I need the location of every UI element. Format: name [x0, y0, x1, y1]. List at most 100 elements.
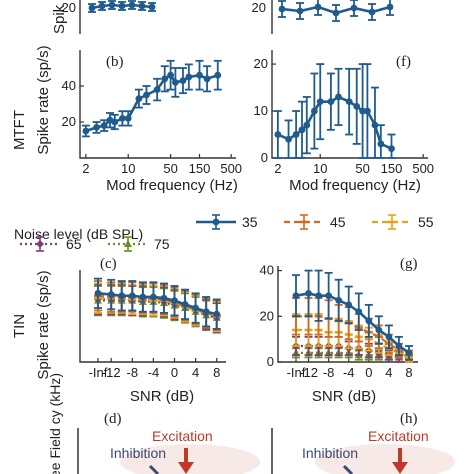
g-point-35	[395, 342, 403, 350]
diagram-d-excitation: Excitation	[152, 428, 213, 444]
b-point-35	[143, 91, 150, 99]
f-point-35	[363, 107, 371, 115]
b-point-35	[82, 127, 90, 135]
legend-marker-35	[212, 218, 220, 226]
g-point-35	[385, 333, 393, 341]
tr-point-35	[278, 5, 286, 13]
b-xtick-label: 500	[220, 161, 242, 176]
legend: Noise level (dB SPL) 35 45 55 65 75	[14, 214, 434, 252]
c-xtick-label: 4	[192, 365, 199, 380]
g-xtick-label: -Inf	[287, 365, 306, 380]
g-ytick-label: 20	[260, 308, 274, 323]
b-point-35	[167, 71, 174, 79]
b-point-35	[111, 118, 119, 126]
f-point-35	[327, 98, 335, 106]
row-label-tin: TIN	[11, 314, 28, 338]
b-ytick-label: 40	[62, 78, 76, 93]
g-point-35	[365, 317, 373, 325]
f-point-35	[292, 131, 300, 138]
g-point-35	[405, 349, 413, 357]
f-point-35	[345, 98, 353, 106]
c-xtick-label: -8	[127, 365, 139, 380]
f-line-35	[277, 95, 393, 150]
diagram-h: Inhibition Excitation	[271, 428, 455, 474]
tl-point-35	[108, 1, 116, 9]
c-axes	[79, 270, 226, 363]
g-xtick-label: 0	[365, 365, 372, 380]
diagram-h-inhibition-arrow	[342, 464, 354, 474]
c-point-35	[181, 300, 189, 308]
c-point-35	[107, 291, 115, 298]
b-point-35	[161, 75, 169, 83]
diagram-d-blur	[120, 444, 260, 474]
b-axes	[79, 50, 236, 159]
legend-marker-75	[124, 240, 132, 247]
ylabel-c: Spike rate (sp/s)	[35, 270, 52, 379]
b-point-35	[196, 71, 203, 79]
c-point-35	[139, 293, 147, 301]
panel-label-h: (h)	[400, 411, 418, 427]
tr-ytick-label: 20	[252, 0, 266, 15]
top-right-partial-chart: 20	[252, 0, 394, 34]
chart-panel-c: -Inf-12 -8 -4 0 4 8	[79, 270, 226, 380]
diagram-d-ylabel: ee Field cy (kHz)	[47, 373, 63, 474]
f-point-35	[303, 121, 311, 129]
c-point-35	[192, 304, 200, 312]
c-point-35	[118, 292, 126, 300]
f-xtick-label: 50	[355, 161, 369, 176]
panel-label-f: (f)	[396, 54, 411, 70]
f-point-35	[285, 135, 292, 143]
chart-panel-f: 0 10 20 2 10 50 150 500	[254, 50, 434, 176]
xlabel-g: SNR (dB)	[312, 388, 376, 405]
diagram-d: ee Field cy (kHz) Inhibition Excitation	[47, 373, 260, 474]
f-point-35	[274, 131, 282, 138]
b-xtick-label: 50	[163, 161, 177, 176]
chart-panel-b: 20 40 2 10 50 150 500	[62, 50, 242, 176]
c-xtick-label: 8	[213, 365, 220, 380]
c-point-35	[202, 308, 210, 316]
xlabel-b: Mod frequency (Hz)	[106, 177, 238, 194]
b-xtick-label: 2	[82, 161, 89, 176]
legend-label-35: 35	[242, 214, 258, 230]
diagram-h-blur	[315, 444, 455, 474]
tr-point-35	[350, 4, 358, 12]
tl-point-35	[138, 2, 146, 10]
c-xtick-label: -Inf	[89, 365, 108, 380]
tr-point-35	[368, 8, 376, 16]
g-point-35	[305, 290, 312, 297]
g-point-35	[375, 326, 383, 334]
c-point-35	[94, 289, 102, 297]
f-point-35	[388, 145, 395, 153]
tl-point-35	[148, 3, 156, 11]
c-point-35	[150, 293, 157, 301]
c-xtick-label: -4	[148, 365, 160, 380]
g-xtick-label: -4	[343, 365, 355, 380]
row-label-mtft: MTFT	[11, 110, 28, 150]
f-ytick-label: 20	[254, 56, 268, 71]
g-line-75	[296, 351, 410, 361]
panel-label-c: (c)	[100, 256, 117, 272]
diagram-d-inhibition-arrow	[148, 464, 160, 474]
c-xtick-label: 0	[171, 365, 178, 380]
g-ytick-label: 0	[267, 354, 274, 369]
tl-point-35	[118, 2, 126, 10]
diagram-h-excitation-arrowhead	[392, 462, 408, 474]
diagram-h-inhibition: Inhibition	[302, 445, 358, 461]
f-xtick-label: 500	[412, 161, 434, 176]
xlabel-c: SNR (dB)	[130, 388, 194, 405]
f-point-35	[377, 140, 385, 148]
xlabel-f: Mod frequency (Hz)	[289, 177, 421, 194]
b-point-35	[100, 122, 108, 129]
f-xtick-label: 10	[313, 161, 327, 176]
g-xtick-label: -8	[323, 365, 335, 380]
tr-point-35	[332, 9, 340, 17]
f-point-35	[353, 102, 361, 110]
f-point-35	[298, 126, 306, 134]
g-point-35	[325, 292, 333, 300]
g-ytick-label: 40	[260, 263, 274, 278]
c-point-35	[171, 297, 178, 305]
f-point-35	[310, 107, 318, 115]
ylabel-b: Spike rate (sp/s)	[35, 45, 52, 154]
legend-label-45: 45	[330, 214, 346, 230]
